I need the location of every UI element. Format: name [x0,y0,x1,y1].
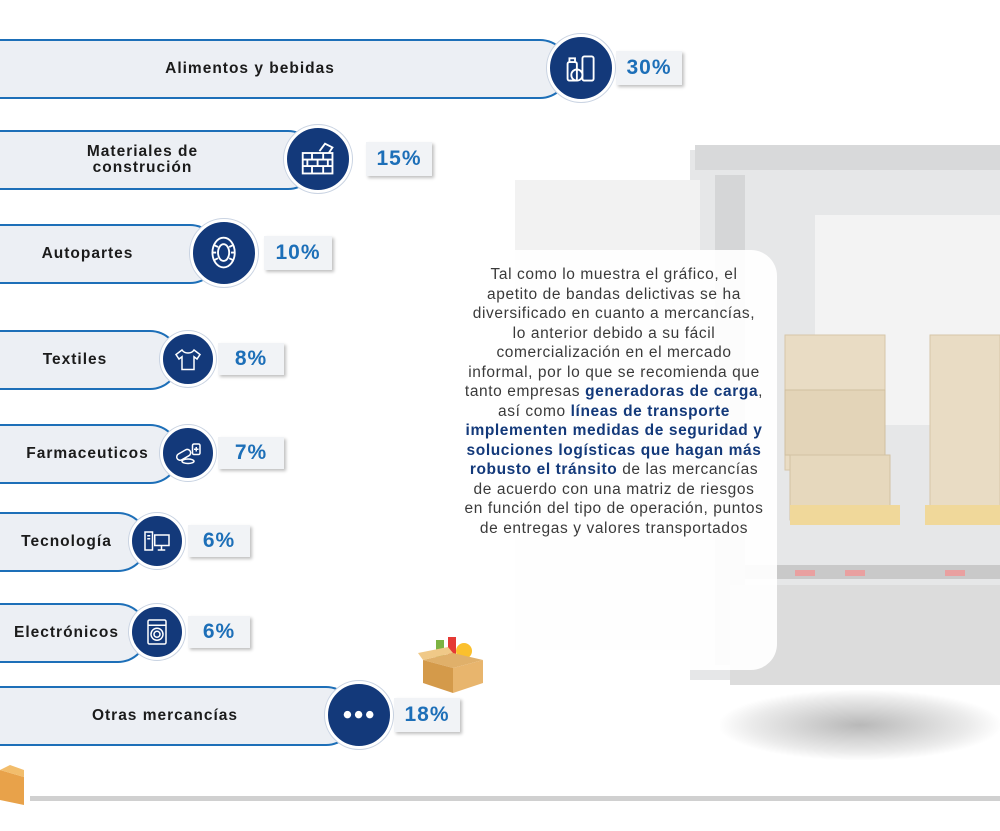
brick-wall-icon [284,125,352,193]
value-label: 15% [366,142,432,176]
value-label: 30% [616,51,682,85]
value-label: 18% [394,698,460,732]
category-label-line: Electrónicos [13,624,120,641]
tire-icon [190,219,258,287]
chart-row: Electrónicos 6% [0,603,1000,663]
computer-icon [129,513,185,569]
washing-machine-icon [129,604,185,660]
text-part-2: , así como [498,383,764,420]
shirt-icon [160,331,216,387]
category-bar [0,512,148,572]
category-label: Materiales de construción [0,130,285,190]
more-icon [325,681,393,749]
category-label-line: construción [92,159,193,176]
chart-row: Textiles 8% [0,330,1000,390]
pills-icon [160,425,216,481]
food-icon [547,34,615,102]
text-card [452,250,777,670]
value-label: 7% [218,437,284,469]
category-label: Autopartes [0,224,175,284]
bottom-divider [30,796,1000,801]
category-label: Alimentos y bebidas [0,39,500,99]
chart-row: Alimentos y bebidas 30% [0,34,1000,102]
category-label-line: Farmaceuticos [26,445,149,462]
category-bar [0,603,148,663]
category-label-line: Alimentos y bebidas [165,60,335,77]
value-label: 6% [188,525,250,557]
text-part-1: Tal como lo muestra el gráfico, el apeti… [464,266,760,400]
category-bar [0,330,180,390]
chart-row: Farmaceuticos 7% [0,424,1000,484]
category-label: Textiles [0,330,150,390]
box-icon [0,765,24,805]
truck-shadow [720,690,1000,760]
chart-row: Otras mercancías 18% [0,681,1000,749]
value-label: 10% [264,236,332,270]
category-label-line: Textiles [42,351,108,368]
chart-row: Tecnología 6% [0,512,1000,572]
category-label: Electrónicos [0,603,133,663]
category-label-line: Materiales de [86,143,199,160]
box-with-goods-icon [418,637,483,693]
chart-row: Autopartes 10% [0,219,1000,287]
category-label: Otras mercancías [0,686,330,746]
category-label: Farmaceuticos [0,424,175,484]
category-bar [0,39,570,99]
category-bar [0,130,318,190]
text-block: Tal como lo muestra el gráfico, el apeti… [464,265,764,538]
category-bar [0,424,180,484]
text-bold-2: líneas de transporte implementen medidas… [465,402,763,479]
value-label: 6% [188,616,250,648]
value-label: 8% [218,343,284,375]
category-label-line: Autopartes [41,245,134,262]
chart-row: Materiales de construción 15% [0,125,1000,193]
category-bar [0,686,356,746]
category-label-line: Tecnología [21,533,112,550]
category-label-line: Otras mercancías [91,707,239,724]
text-part-3: de las mercancías de acuerdo con una mat… [464,461,764,537]
text-bold-1: generadoras de carga [585,383,759,400]
category-label: Tecnología [0,512,133,572]
